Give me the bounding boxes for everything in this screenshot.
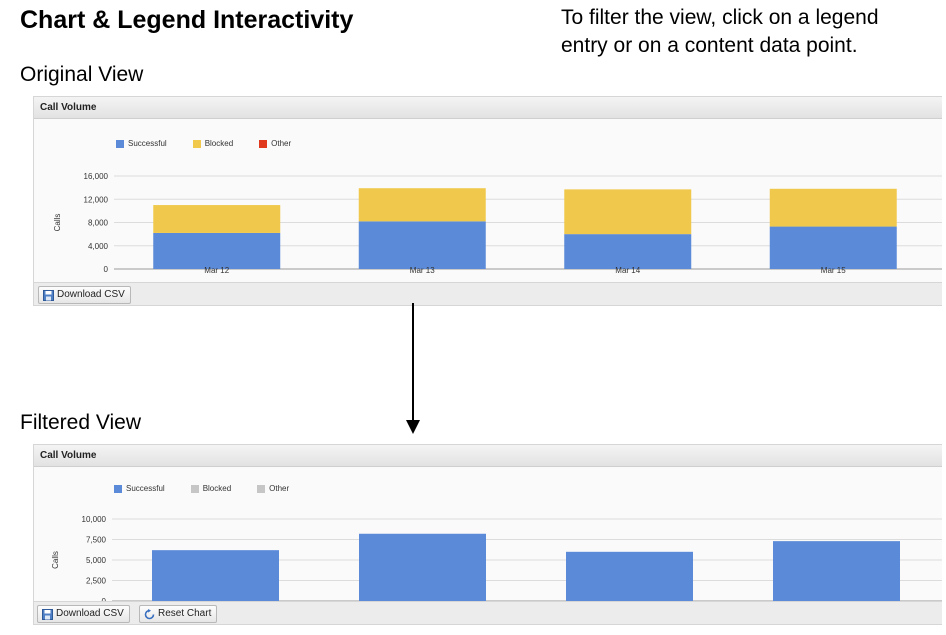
legend-item-successful[interactable]: Successful: [114, 484, 165, 493]
down-arrow-icon: [406, 420, 420, 434]
bar-successful: [152, 550, 279, 601]
chart-area: Successful Blocked Other 0 4,000 8,000 12,0…: [34, 119, 942, 282]
y-axis-label: Calls: [51, 551, 60, 569]
legend-item-blocked[interactable]: Blocked: [192, 139, 234, 148]
filtered-view-label: Filtered View: [20, 411, 141, 434]
x-tick-label: Mar 12: [204, 266, 229, 275]
legend-item-blocked[interactable]: Blocked: [190, 484, 232, 493]
bar-successful: [359, 533, 486, 601]
instruction-text: To filter the view, click on a legend en…: [561, 4, 879, 60]
download-csv-button[interactable]: Download CSV: [37, 605, 130, 623]
y-tick-label: 16,000: [84, 172, 109, 181]
down-arrow-line: [412, 303, 414, 420]
y-tick-label: 8,000: [88, 219, 109, 228]
y-tick-label: 0: [104, 265, 109, 274]
legend-swatch: [257, 484, 266, 493]
instruction-line-1: To filter the view, click on a legend: [561, 6, 879, 29]
x-tick-label: Mar 15: [821, 266, 846, 275]
bar-blocked: [358, 188, 486, 222]
instruction-line-2: entry or on a content data point.: [561, 34, 858, 57]
legend-item-other[interactable]: Other: [257, 484, 289, 493]
x-tick-label: Mar 13: [410, 266, 435, 275]
reset-chart-label: Reset Chart: [158, 608, 212, 619]
save-icon: [43, 289, 54, 301]
legend-swatch: [190, 484, 199, 493]
download-csv-button[interactable]: Download CSV: [38, 286, 131, 304]
y-tick-label: 7,500: [86, 536, 107, 545]
legend-item-successful[interactable]: Successful: [116, 139, 167, 148]
legend-label: Other: [269, 484, 290, 493]
original-chart-panel: Call Volume Successful Blocked Other 0 4,…: [33, 96, 942, 306]
legend-swatch: [259, 139, 268, 148]
bar-successful: [564, 234, 692, 269]
page-title: Chart & Legend Interactivity: [20, 6, 354, 34]
bar-blocked: [153, 205, 281, 233]
chart-area: Successful Blocked Other 02,5005,0007,50…: [34, 467, 942, 613]
legend-label: Blocked: [204, 139, 234, 148]
legend-item-other[interactable]: Other: [259, 139, 291, 148]
y-tick-label: 5,000: [86, 556, 107, 565]
y-tick-label: 10,000: [82, 515, 107, 524]
bar-successful: [153, 232, 281, 269]
download-csv-label: Download CSV: [56, 608, 124, 619]
y-tick-label: 4,000: [88, 242, 109, 251]
panel-header-title: Call Volume: [34, 445, 942, 467]
y-tick-label: 12,000: [84, 195, 109, 204]
bar-blocked: [564, 189, 692, 235]
download-csv-label: Download CSV: [57, 289, 125, 300]
filtered-chart-panel: Call Volume Successful Blocked Other 02,…: [33, 444, 942, 625]
legend-label: Successful: [128, 139, 167, 148]
bar-successful: [769, 226, 897, 269]
bar-successful: [358, 221, 486, 269]
save-icon: [42, 608, 53, 620]
panel-footer: Download CSV: [34, 282, 942, 305]
bar-blocked: [769, 188, 897, 227]
legend-swatch: [114, 484, 122, 493]
y-axis-label: Calls: [53, 214, 62, 232]
reset-chart-button[interactable]: Reset Chart: [139, 605, 218, 623]
bar-successful: [566, 551, 693, 601]
legend-swatch: [192, 139, 201, 148]
legend-swatch: [116, 139, 124, 148]
chart-legend: Successful Blocked Other: [116, 139, 291, 148]
panel-header-title: Call Volume: [34, 97, 942, 119]
legend-label: Other: [271, 139, 292, 148]
bar-successful: [773, 541, 900, 601]
reset-icon: [144, 608, 155, 619]
legend-label: Blocked: [202, 484, 232, 493]
call-volume-chart-original: 0 4,000 8,000 12,000 16,000 Calls Mar 12 Mar 13…: [53, 172, 942, 275]
panel-footer: Download CSV Reset Chart: [34, 601, 942, 624]
chart-legend: Successful Blocked Other: [114, 484, 289, 493]
x-tick-label: Mar 14: [615, 266, 640, 275]
original-view-label: Original View: [20, 63, 144, 86]
y-tick-label: 2,500: [86, 577, 107, 586]
legend-label: Successful: [126, 484, 165, 493]
